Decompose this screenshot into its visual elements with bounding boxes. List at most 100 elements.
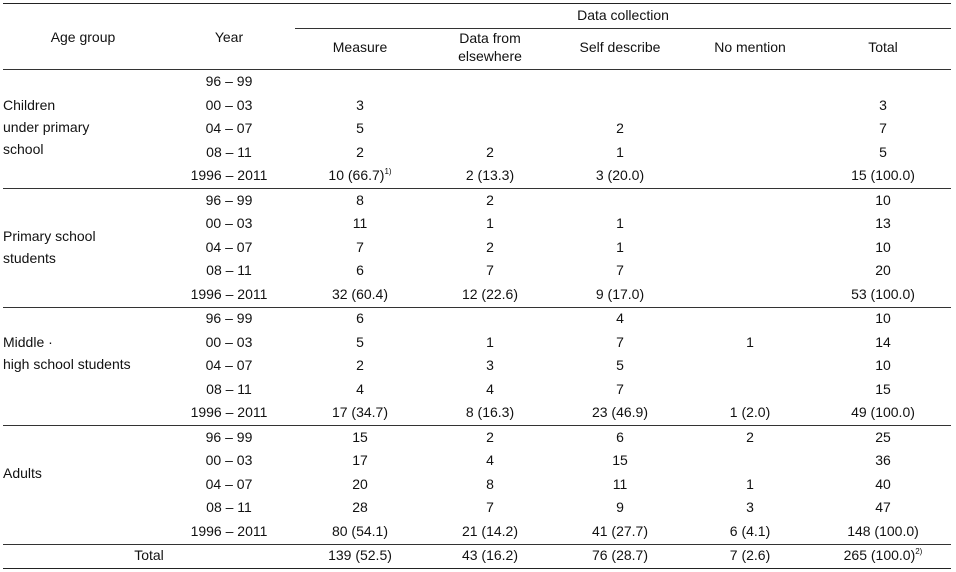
table-row: 1996 – 2011 32 (60.4) 12 (22.6) 9 (17.0) 53 …	[3, 283, 951, 307]
table-row: 00 – 03 11 1 1 13	[3, 212, 951, 236]
cell-year: 00 – 03	[163, 212, 295, 236]
cell-total-text: 15	[875, 380, 891, 397]
cell-elsewhere	[425, 94, 555, 118]
total-row-label: Total	[134, 547, 164, 563]
cell-measure: 8	[295, 189, 425, 213]
age-group-label: Middle · high school students	[3, 334, 131, 372]
cell-year: 96 – 99	[163, 426, 295, 450]
cell-self-text: 4	[616, 310, 624, 326]
cell-measure: 17 (34.7)	[295, 401, 425, 425]
cell-self-text: 5	[616, 357, 624, 373]
cell-measure-text: 7	[356, 238, 364, 255]
table-row: 96 – 99 8 2 10	[3, 189, 951, 213]
table-row: 08 – 11 2 2 1 5	[3, 141, 951, 165]
cell-total: 15	[815, 378, 951, 402]
cell-elsewhere-text: 43 (16.2)	[461, 547, 519, 563]
cell-measure-text: 10 (66.7)	[328, 167, 385, 183]
header-age-group: Age group	[50, 29, 116, 45]
cell-elsewhere: 8	[425, 473, 555, 497]
header-no-mention: No mention	[714, 39, 786, 55]
cell-year: 04 – 07	[163, 117, 295, 141]
cell-total: 13	[815, 212, 951, 236]
cell-nomention: 1 (2.0)	[685, 401, 815, 425]
cell-measure-text: 5	[356, 120, 364, 136]
cell-total-text: 25	[875, 428, 891, 445]
cell-elsewhere: 7	[425, 259, 555, 283]
cell-total-text: 53 (100.0)	[851, 285, 915, 302]
age-group-label: Adults	[3, 464, 42, 481]
cell-measure: 32 (60.4)	[295, 283, 425, 307]
cell-measure-text: 4	[356, 380, 364, 397]
cell-year-text: 08 – 11	[206, 143, 252, 160]
footnote-marker: 1)	[384, 167, 392, 176]
cell-elsewhere-text: 12 (22.6)	[461, 285, 519, 302]
cell-year-text: 04 – 07	[205, 357, 253, 373]
cell-nomention-text: 1	[746, 333, 754, 350]
cell-total: 10	[815, 189, 951, 213]
cell-self-text: 2	[616, 120, 624, 136]
cell-nomention	[685, 307, 815, 331]
cell-self-text: 23 (46.9)	[591, 404, 649, 420]
cell-self-text: 9 (17.0)	[595, 285, 645, 302]
table-row: 04 – 07 20 8 11 1 40	[3, 473, 951, 497]
table-row: 00 – 03 3 3	[3, 94, 951, 118]
table-row: 08 – 11 28 7 9 3 47	[3, 496, 951, 520]
cell-self: 7	[555, 378, 685, 402]
table-row: 96 – 99 15 2 6 2 25	[3, 426, 951, 450]
header-measure: Measure	[332, 39, 388, 55]
cell-nomention	[685, 141, 815, 165]
cell-year: 00 – 03	[163, 94, 295, 118]
cell-total: 25	[815, 426, 951, 450]
cell-elsewhere-text: 2	[486, 191, 494, 208]
cell-elsewhere	[425, 117, 555, 141]
cell-total: 36	[815, 449, 951, 473]
cell-measure-text: 139 (52.5)	[328, 547, 392, 563]
cell-nomention	[685, 283, 815, 307]
cell-measure: 6	[295, 307, 425, 331]
group-separator	[3, 188, 951, 189]
table-row: 04 – 07 2 3 5 10	[3, 354, 951, 378]
cell-self-text: 7	[616, 262, 624, 278]
cell-year: 08 – 11	[163, 496, 295, 520]
cell-measure: 20	[295, 473, 425, 497]
cell-self: 41 (27.7)	[555, 520, 685, 544]
cell-self-text: 1	[616, 238, 624, 255]
cell-measure: 11	[295, 212, 425, 236]
cell-elsewhere: 3	[425, 354, 555, 378]
cell-year: 1996 – 2011	[163, 520, 295, 544]
header-total: Total	[868, 39, 898, 55]
cell-total-text: 10	[875, 310, 891, 326]
cell-nomention: 6 (4.1)	[685, 520, 815, 544]
table-row: 1996 – 2011 80 (54.1) 21 (14.2) 41 (27.7) 6 …	[3, 520, 951, 544]
cell-year-text: 1996 – 2011	[190, 404, 268, 420]
cell-elsewhere-text: 8 (16.3)	[465, 404, 515, 420]
table-row: 96 – 99	[3, 70, 951, 94]
cell-year-text: 00 – 03	[205, 215, 253, 231]
cell-measure-text: 5	[356, 333, 364, 350]
cell-nomention-text: 7 (2.6)	[729, 547, 771, 563]
cell-self: 2	[555, 117, 685, 141]
cell-self: 9	[555, 496, 685, 520]
cell-total-text: 15 (100.0)	[851, 167, 915, 183]
cell-elsewhere-text: 1	[486, 333, 494, 350]
cell-year-text: 08 – 11	[206, 499, 252, 515]
cell-elsewhere: 2	[425, 236, 555, 260]
cell-total: 10	[815, 307, 951, 331]
cell-elsewhere-text: 2 (13.3)	[465, 167, 515, 183]
cell-total-text: 14	[875, 333, 891, 350]
age-group-label: Children under primary school	[3, 97, 90, 157]
header-bottom-rule	[3, 69, 951, 70]
cell-nomention-text: 6 (4.1)	[729, 522, 771, 539]
cell-self-text: 15	[612, 452, 628, 468]
cell-self-text: 11	[612, 475, 628, 492]
cell-elsewhere: 8 (16.3)	[425, 401, 555, 425]
cell-year: 96 – 99	[163, 70, 295, 94]
cell-elsewhere-text: 7	[486, 499, 494, 515]
table-row: 08 – 11 4 4 7 15	[3, 378, 951, 402]
cell-measure: 10 (66.7)1)	[295, 164, 425, 188]
cell-total: 7	[815, 117, 951, 141]
cell-nomention	[685, 189, 815, 213]
table-row: 00 – 03 17 4 15 36	[3, 449, 951, 473]
cell-elsewhere: 21 (14.2)	[425, 520, 555, 544]
cell-nomention-text: 3	[746, 499, 754, 515]
